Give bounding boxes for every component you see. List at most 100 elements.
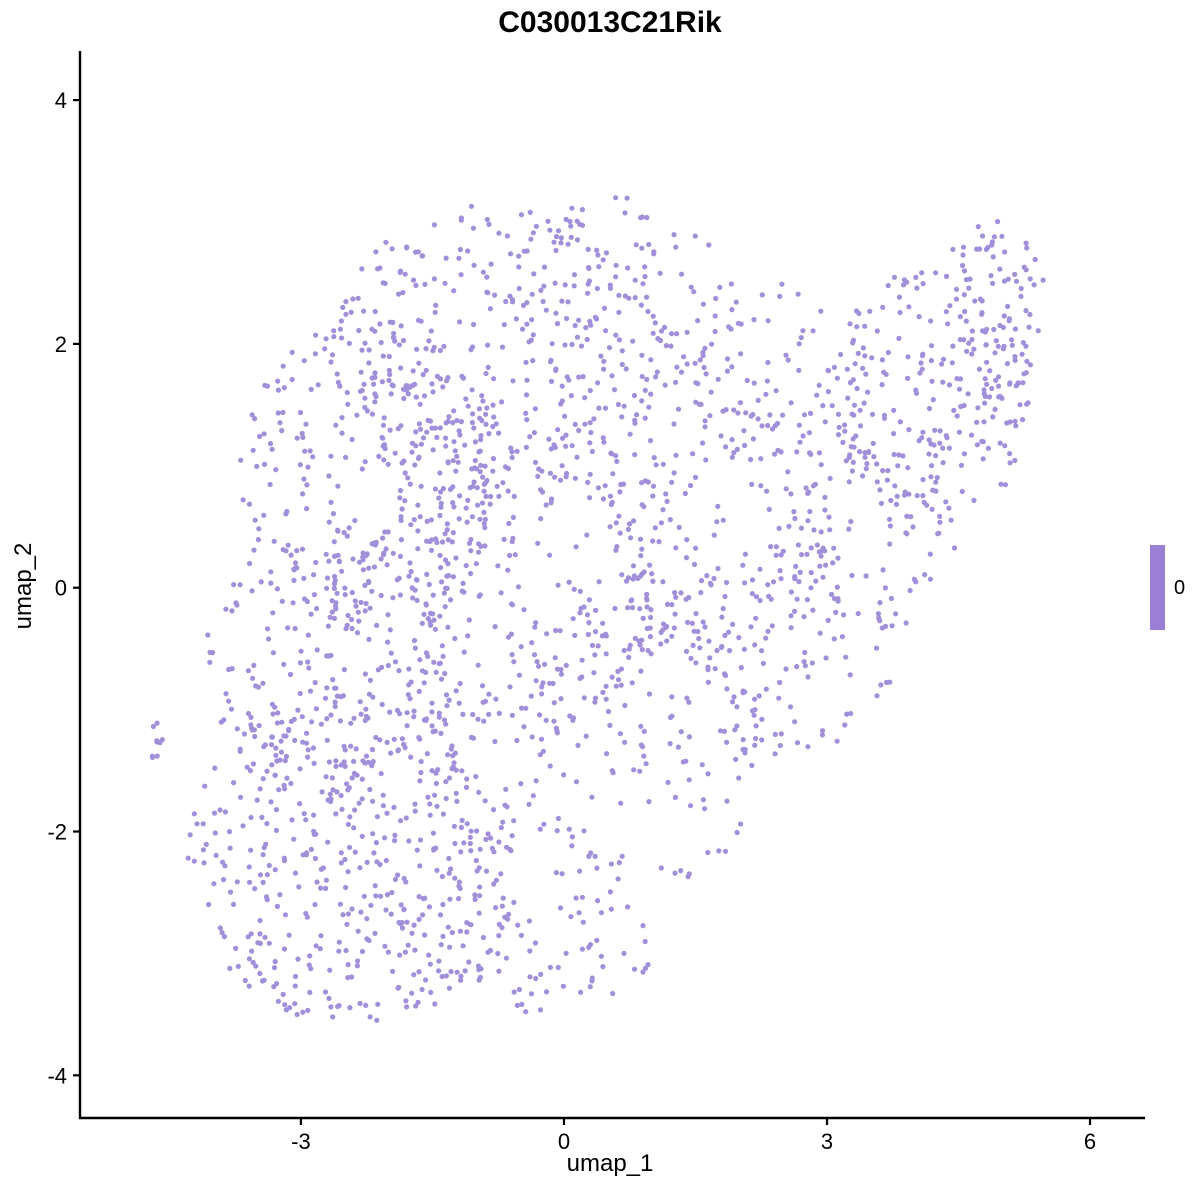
data-point [683, 555, 690, 561]
data-point [438, 565, 444, 571]
data-point [469, 344, 476, 350]
data-point [773, 544, 780, 550]
data-point [578, 989, 584, 995]
data-point [548, 446, 554, 452]
data-point [588, 850, 594, 856]
data-point [883, 371, 889, 377]
data-point [972, 298, 978, 304]
data-point [194, 821, 200, 827]
data-point [885, 468, 891, 474]
data-point [622, 293, 628, 299]
data-point [552, 655, 558, 661]
data-point [227, 965, 233, 972]
data-point [615, 401, 622, 408]
data-point [1035, 328, 1041, 334]
data-point [392, 450, 398, 456]
data-point [372, 328, 378, 334]
data-point [461, 649, 467, 655]
data-point [558, 666, 564, 673]
data-point [896, 294, 903, 300]
data-point [250, 447, 256, 453]
legend-value-label: 0 [1174, 577, 1186, 599]
data-point [631, 392, 638, 399]
data-point [653, 374, 659, 380]
data-point [200, 847, 206, 853]
data-point [906, 491, 912, 497]
data-point [847, 321, 853, 327]
data-point [831, 545, 837, 551]
data-point [714, 519, 720, 525]
data-point [483, 411, 489, 417]
data-point [415, 528, 421, 534]
data-point [554, 728, 560, 734]
data-point [817, 563, 823, 569]
data-point [480, 398, 486, 404]
data-point [329, 598, 335, 604]
data-point [357, 699, 363, 705]
data-point [446, 855, 452, 862]
data-point [592, 314, 599, 320]
data-point [725, 629, 732, 635]
data-point [541, 283, 547, 289]
data-point [350, 296, 356, 302]
data-point [946, 445, 953, 451]
data-point [442, 531, 448, 537]
data-point [406, 682, 412, 688]
data-point [402, 498, 408, 504]
data-point [592, 652, 598, 658]
data-point [386, 353, 392, 360]
data-point [490, 423, 496, 430]
data-point [570, 717, 576, 723]
data-point [857, 449, 863, 455]
data-point [481, 509, 487, 515]
data-point [848, 518, 854, 525]
data-point [378, 893, 384, 899]
data-point [449, 743, 455, 749]
data-point [439, 973, 445, 980]
y-tick-label: -2 [47, 820, 67, 845]
data-point [226, 698, 232, 704]
data-point [850, 337, 857, 343]
data-point [453, 555, 459, 561]
data-point [255, 684, 262, 690]
data-point [408, 522, 414, 528]
data-point [485, 831, 491, 837]
data-point [292, 983, 298, 989]
data-point [528, 991, 535, 997]
data-point [738, 321, 744, 327]
data-point [511, 659, 517, 665]
data-point [477, 884, 483, 890]
data-point [602, 405, 609, 411]
data-point [398, 537, 404, 543]
data-point [442, 280, 448, 286]
data-point [315, 382, 321, 388]
data-point [460, 711, 466, 718]
data-point [464, 519, 470, 525]
data-point [914, 493, 920, 499]
data-point [388, 650, 394, 656]
data-point [241, 731, 247, 737]
data-point [802, 663, 809, 669]
data-point [324, 575, 331, 581]
data-point [312, 901, 318, 908]
data-point [431, 659, 437, 665]
data-point [424, 429, 430, 435]
data-point [514, 1002, 521, 1009]
data-point [629, 680, 635, 686]
data-point [751, 317, 757, 323]
data-point [308, 386, 314, 392]
data-point [644, 214, 650, 221]
data-point [1018, 285, 1024, 292]
data-point [788, 400, 794, 406]
data-point [1000, 346, 1006, 352]
data-point [686, 594, 692, 601]
data-point [223, 691, 229, 697]
data-point [345, 869, 351, 875]
data-point [319, 789, 325, 795]
data-point [291, 567, 297, 573]
data-point [397, 952, 403, 958]
data-point [683, 758, 689, 764]
data-point [263, 841, 269, 847]
data-point [961, 292, 967, 298]
data-point [940, 445, 946, 451]
